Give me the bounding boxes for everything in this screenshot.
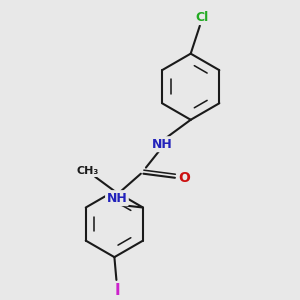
Text: O: O bbox=[178, 171, 190, 185]
Text: I: I bbox=[115, 283, 120, 298]
Text: NH: NH bbox=[106, 192, 127, 205]
Text: CH₃: CH₃ bbox=[77, 166, 99, 176]
Text: Cl: Cl bbox=[195, 11, 208, 23]
Text: NH: NH bbox=[152, 138, 173, 151]
